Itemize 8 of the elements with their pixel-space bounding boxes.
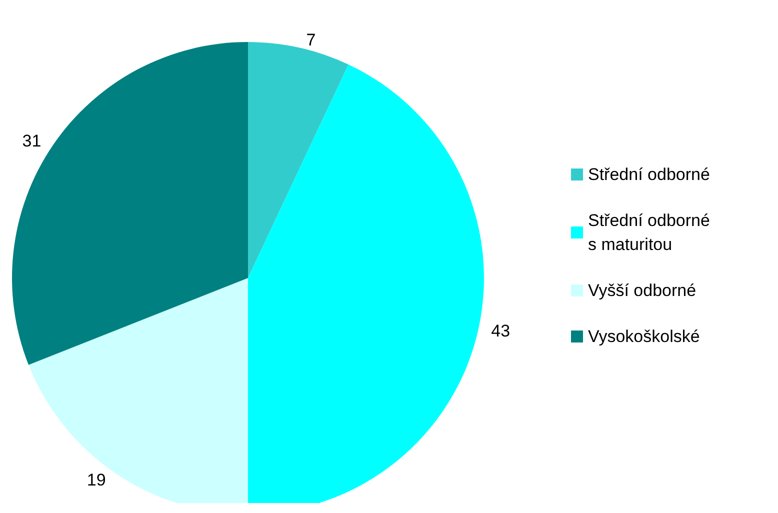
legend-label: Střední odborné s maturitou (588, 211, 715, 254)
data-label: 31 (22, 131, 42, 150)
legend-label: Vyšší odborné (588, 281, 696, 300)
data-label: 19 (86, 470, 106, 490)
data-label: 43 (491, 322, 510, 341)
legend-label: Střední odborné (588, 165, 710, 184)
data-label: 7 (306, 30, 316, 50)
legend-label: Vysokoškolské (588, 327, 700, 346)
